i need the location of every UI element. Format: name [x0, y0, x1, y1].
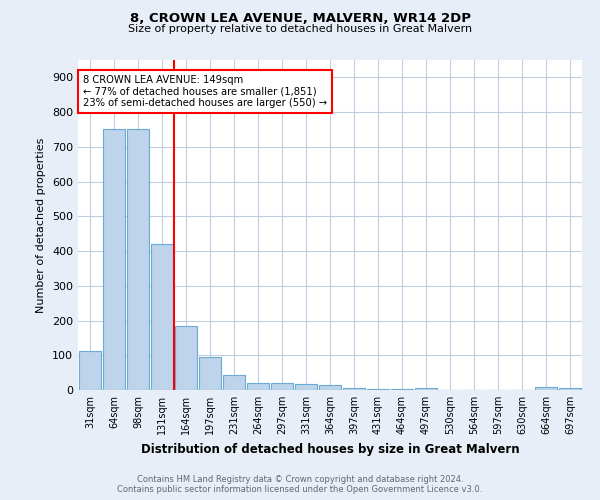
- Bar: [247, 383, 269, 390]
- Bar: [319, 385, 341, 390]
- Bar: [343, 388, 365, 390]
- Bar: [175, 326, 197, 390]
- Bar: [535, 387, 557, 390]
- Y-axis label: Number of detached properties: Number of detached properties: [37, 138, 46, 312]
- Bar: [559, 388, 581, 390]
- X-axis label: Distribution of detached houses by size in Great Malvern: Distribution of detached houses by size …: [140, 442, 520, 456]
- Bar: [79, 351, 101, 390]
- Bar: [199, 357, 221, 390]
- Bar: [295, 384, 317, 390]
- Bar: [271, 383, 293, 390]
- Bar: [151, 244, 173, 390]
- Text: 8, CROWN LEA AVENUE, MALVERN, WR14 2DP: 8, CROWN LEA AVENUE, MALVERN, WR14 2DP: [130, 12, 470, 26]
- Text: Size of property relative to detached houses in Great Malvern: Size of property relative to detached ho…: [128, 24, 472, 34]
- Bar: [127, 130, 149, 390]
- Bar: [223, 375, 245, 390]
- Text: 8 CROWN LEA AVENUE: 149sqm
← 77% of detached houses are smaller (1,851)
23% of s: 8 CROWN LEA AVENUE: 149sqm ← 77% of deta…: [83, 75, 327, 108]
- Bar: [415, 388, 437, 390]
- Text: Contains HM Land Registry data © Crown copyright and database right 2024.
Contai: Contains HM Land Registry data © Crown c…: [118, 474, 482, 494]
- Bar: [103, 130, 125, 390]
